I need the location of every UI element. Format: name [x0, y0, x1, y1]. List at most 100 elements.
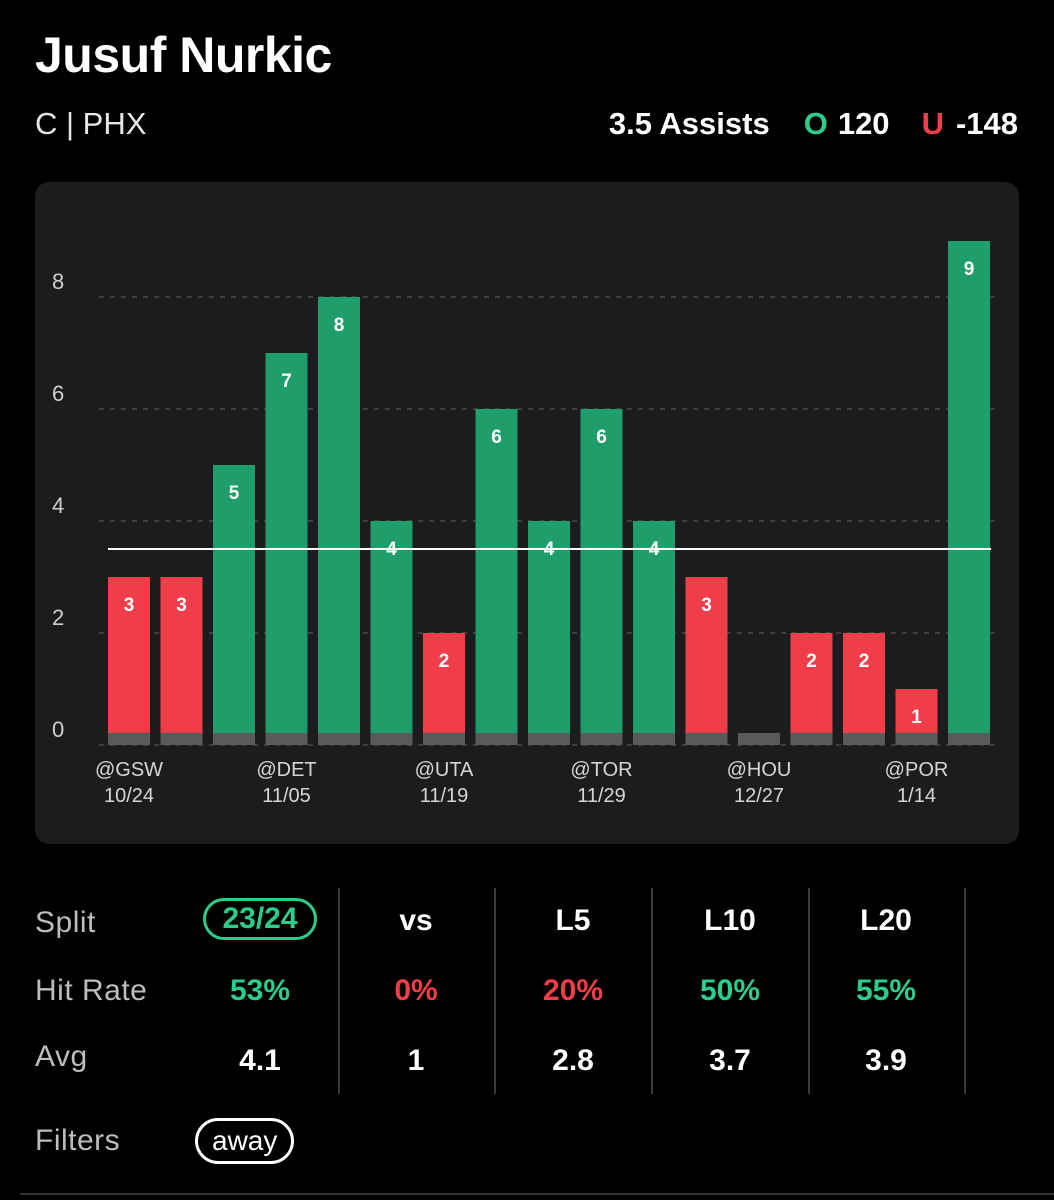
bar-value-label: 6 [596, 427, 607, 448]
bar-value-label: 9 [964, 259, 975, 280]
bar-base [580, 733, 623, 745]
bar-base [843, 733, 885, 745]
split-column[interactable]: 23/24 53% 4.1 [182, 888, 338, 1098]
avg-value: 3.7 [709, 1044, 751, 1077]
player-position-team: C | PHX [35, 106, 147, 141]
bar [160, 577, 203, 745]
column-divider [808, 888, 810, 1094]
column-divider [964, 888, 966, 1094]
chart-svg: 024683357842646432219@GSW10/24@DET11/05@… [52, 241, 995, 807]
split-column[interactable]: L20 55% 3.9 [808, 888, 964, 1098]
row-label-hit-rate: Hit Rate [35, 974, 148, 1007]
bottom-divider [20, 1193, 1054, 1195]
split-table: Split Hit Rate Avg 23/24 53% 4.1 vs 0% 1 L5 20%… [0, 888, 1054, 1098]
bar-value-label: 1 [911, 707, 922, 728]
bar [528, 521, 570, 745]
bar [423, 633, 465, 745]
bar-value-label: 2 [806, 651, 817, 672]
avg-value: 4.1 [239, 1044, 281, 1077]
bar-value-label: 5 [229, 483, 240, 504]
split-name[interactable]: 23/24 [182, 898, 338, 940]
avg-value: 1 [407, 1044, 425, 1077]
y-tick-label: 0 [52, 717, 64, 742]
avg-value: 2.8 [552, 1044, 594, 1077]
x-label-date: 11/05 [262, 785, 311, 807]
x-label-date: 11/29 [577, 785, 626, 807]
bar [213, 465, 255, 745]
bar-base [265, 733, 308, 745]
under-odds[interactable]: -148 [955, 106, 1018, 141]
hit-rate-value: 20% [542, 974, 604, 1007]
bar-base [948, 733, 990, 745]
bar-base [370, 733, 413, 745]
split-name[interactable]: L20 [860, 904, 912, 937]
split-name[interactable]: L5 [555, 904, 591, 937]
bar-value-label: 7 [281, 371, 292, 392]
x-label-opponent: @UTA [415, 759, 474, 781]
bar-base [160, 733, 203, 745]
x-label-date: 12/27 [734, 785, 784, 807]
over-odds[interactable]: 120 [837, 106, 890, 141]
split-column[interactable]: L10 50% 3.7 [652, 888, 808, 1098]
bar-base [423, 733, 465, 745]
bar [685, 577, 728, 745]
bar-base [738, 733, 780, 745]
bar-value-label: 8 [334, 315, 345, 336]
bar [318, 297, 360, 745]
bar-base [213, 733, 255, 745]
x-label-opponent: @POR [885, 759, 949, 781]
bar [370, 521, 413, 745]
selected-split-pill[interactable]: 23/24 [203, 898, 317, 940]
bar-base [685, 733, 728, 745]
y-tick-label: 4 [52, 493, 64, 518]
bar-value-label: 3 [124, 595, 135, 616]
split-name[interactable]: L10 [704, 904, 756, 937]
hit-rate-value: 0% [394, 974, 438, 1007]
bar-base [475, 733, 518, 745]
column-divider [338, 888, 340, 1094]
bar-base [318, 733, 360, 745]
x-label-opponent: @DET [256, 759, 316, 781]
column-divider [494, 888, 496, 1094]
bar-value-label: 3 [176, 595, 187, 616]
bar [108, 577, 150, 745]
bar-base [633, 733, 675, 745]
bar [633, 521, 675, 745]
over-letter: O [803, 106, 828, 141]
bar-base [790, 733, 833, 745]
x-label-date: 1/14 [897, 785, 936, 807]
split-name[interactable]: vs [399, 904, 433, 937]
filters-label: Filters [35, 1124, 121, 1157]
x-label-date: 10/24 [104, 785, 154, 807]
split-column[interactable]: vs 0% 1 [338, 888, 494, 1098]
x-label-opponent: @GSW [95, 759, 163, 781]
y-tick-label: 8 [52, 269, 64, 294]
column-divider [651, 888, 653, 1094]
player-name: Jusuf Nurkic [35, 27, 332, 83]
bar [843, 633, 885, 745]
bar-value-label: 2 [859, 651, 870, 672]
split-column[interactable]: L5 20% 2.8 [495, 888, 651, 1098]
row-label-avg: Avg [35, 1040, 88, 1073]
prop-line-info: 3.5 Assists O 120 U -148 [609, 106, 1018, 142]
under-letter: U [921, 106, 944, 141]
bar-base [895, 733, 938, 745]
bar-value-label: 6 [491, 427, 502, 448]
x-label-opponent: @TOR [570, 759, 632, 781]
avg-value: 3.9 [865, 1044, 907, 1077]
x-label-opponent: @HOU [727, 759, 792, 781]
prop-label: 3.5 Assists [608, 106, 770, 141]
bar-base [528, 733, 570, 745]
hit-rate-value: 53% [229, 974, 291, 1007]
bar-value-label: 3 [701, 595, 712, 616]
y-tick-label: 6 [52, 381, 64, 406]
filter-away-pill[interactable]: away [195, 1118, 295, 1164]
bar [475, 409, 518, 745]
bar [790, 633, 833, 745]
bar [948, 241, 990, 745]
bar-value-label: 2 [439, 651, 450, 672]
hit-rate-value: 50% [699, 974, 761, 1007]
row-label-split: Split [35, 906, 96, 939]
bar-base [108, 733, 150, 745]
game-log-chart: 024683357842646432219@GSW10/24@DET11/05@… [35, 182, 1019, 844]
